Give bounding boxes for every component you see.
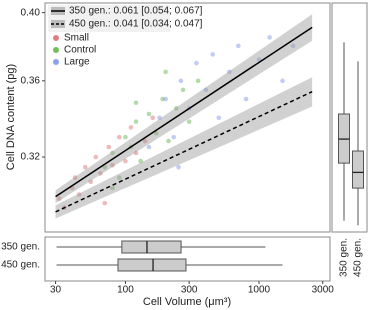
y-tick-label: 0.40 [21,7,41,18]
legend-label: Control [64,45,96,56]
x-tick-label: 1000 [248,285,271,296]
scatter-point [180,87,186,93]
scatter-point [128,125,134,130]
scatter-point [82,164,88,170]
scatter-point [133,150,139,156]
scatter-point [176,164,181,170]
scatter-point [110,150,115,156]
scatter-point [236,43,241,49]
box [352,150,364,189]
scatter-point [123,134,128,140]
scatter-point [195,78,201,84]
scatter-point [57,196,62,202]
box-label: 450 gen. [1,260,40,271]
scatter-point [186,119,192,124]
scatter-point [76,192,82,197]
y-tick-label: 0.36 [21,75,41,86]
scatter-point [153,130,159,136]
legend-marker [53,47,59,53]
x-tick-label: 300 [181,285,198,296]
confidence-band [55,14,313,204]
x-axis-label: Cell Volume (μm³) [143,296,231,308]
scatter-point [203,87,209,93]
x-tick-label: 30 [50,285,62,296]
fit-line [55,26,313,198]
scatter-point [133,100,139,106]
confidence-band [55,77,313,219]
scatter-point [290,43,296,49]
scatter-point [146,111,152,117]
scatter-point [227,69,232,75]
y-axis-label: Cell DNA content (pg) [5,64,17,170]
scatter-point [163,96,168,102]
right-panel-frame [331,2,368,233]
scatter-point [194,60,199,66]
legend-label: 450 gen.: 0.041 [0.034; 0.047] [69,19,203,30]
box [121,240,182,254]
legend-label: Large [64,57,90,68]
scatter-point [106,144,112,150]
scatter-point [173,106,179,111]
scatter-point [171,134,177,140]
scatter-point [102,164,108,170]
box-label: 450 gen. [353,238,364,277]
scatter-point [166,138,171,144]
scatter-point [117,175,122,180]
box-label: 350 gen. [1,242,40,253]
y-tick-label: 0.32 [21,152,41,163]
fit-line [55,91,313,213]
scatter-point [210,52,215,57]
scatter-point [93,154,99,160]
scatter-point [178,78,184,84]
scatter-point [138,158,143,164]
plot-frame [44,2,331,233]
scatter-point [117,134,122,140]
x-tick-label: 100 [117,285,134,296]
scatter-point [110,185,115,191]
scatter-point [243,96,249,102]
scatter-point [157,115,162,121]
scatter-point [256,57,262,62]
scatter-point [142,138,148,144]
scatter-point [88,179,94,185]
scatter-point [146,144,152,150]
legend-label: 350 gen.: 0.061 [0.054; 0.067] [69,6,203,17]
scatter-point [98,171,103,176]
box-label: 350 gen. [339,238,350,277]
scatter-point [72,175,78,180]
x-tick-label: 3000 [312,285,335,296]
bottom-panel-frame [44,236,331,282]
scatter-point [110,162,115,168]
legend-marker [53,35,59,41]
scatter-point [216,115,222,121]
scatter-point [133,119,139,124]
scatter-point [163,69,168,75]
scatter-point [267,35,272,40]
legend-marker [53,59,59,65]
scatter-point [102,200,108,206]
box [117,258,187,272]
legend-label: Small [64,33,89,44]
legend-background [48,5,170,32]
scatter-point [280,78,285,84]
scatter-point [123,158,128,164]
scatter-point [150,115,155,121]
